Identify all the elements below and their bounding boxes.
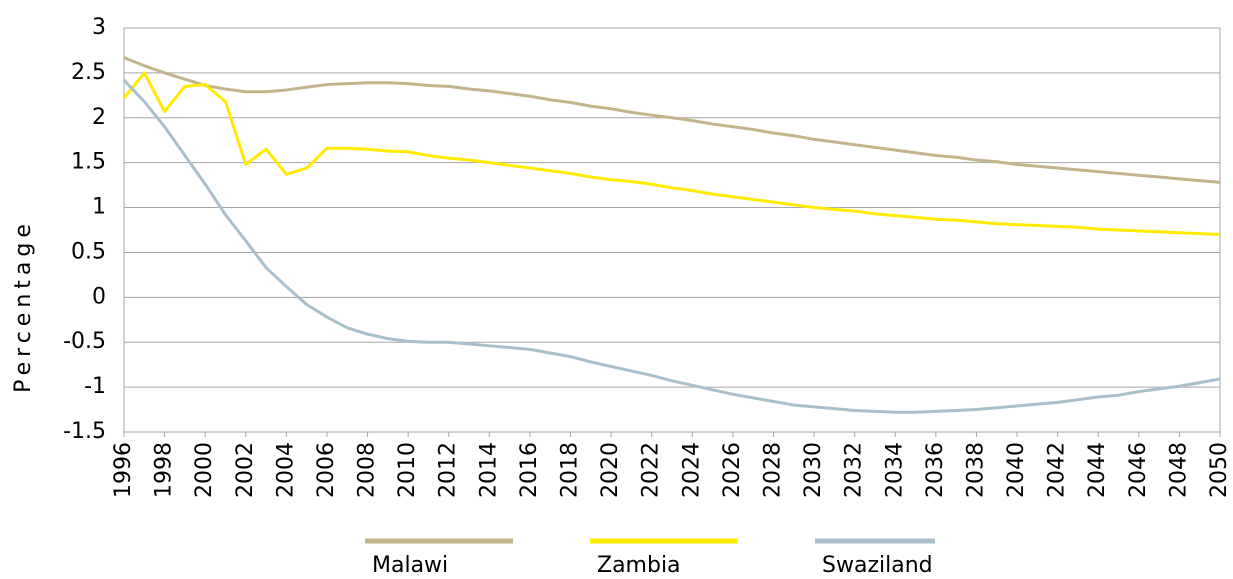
x-tick-label: 2048	[1166, 442, 1191, 498]
x-tick-label: 2012	[436, 442, 461, 498]
legend-label: Zambia	[597, 553, 681, 578]
y-tick-label: 2	[92, 105, 106, 130]
x-tick-label: 2006	[314, 442, 339, 498]
x-tick-label: 2016	[517, 442, 542, 498]
x-tick-label: 2038	[963, 442, 988, 498]
x-tick-label: 2036	[923, 442, 948, 498]
x-tick-label: 2008	[355, 442, 380, 498]
x-tick-label: 2018	[558, 442, 583, 498]
y-tick-label: 1	[92, 195, 106, 220]
x-tick-label: 2034	[882, 442, 907, 498]
series-line	[122, 79, 1221, 414]
x-tick-label: 2028	[760, 442, 785, 498]
x-tick-label: 2046	[1126, 442, 1151, 498]
x-tick-label: 2010	[395, 442, 420, 498]
x-tick-label: 1996	[111, 442, 136, 498]
x-tick-label: 2050	[1207, 442, 1232, 498]
x-tick-label: 2040	[1004, 442, 1029, 498]
x-tick-label: 2002	[233, 442, 258, 498]
x-tick-label: 2020	[598, 442, 623, 498]
y-tick-label: -0.5	[63, 329, 106, 354]
y-tick-label: -1.5	[63, 419, 106, 444]
y-axis-label: Percentage	[11, 219, 36, 393]
x-tick-label: 2024	[679, 442, 704, 498]
x-tick-label: 2042	[1045, 442, 1070, 498]
y-tick-label: 0	[92, 284, 106, 309]
y-tick-label: 1.5	[71, 150, 106, 175]
x-tick-label: 2014	[476, 442, 501, 498]
series-line	[123, 56, 1221, 184]
x-tick-label: 2004	[273, 442, 298, 498]
y-tick-label: 2.5	[71, 60, 106, 85]
x-tick-label: 2022	[639, 442, 664, 498]
series-line	[122, 71, 1221, 236]
y-tick-label: 3	[92, 15, 106, 40]
x-tick-label: 2026	[720, 442, 745, 498]
x-tick-label: 2000	[192, 442, 217, 498]
y-tick-label: 0.5	[71, 239, 106, 264]
y-tick-label: -1	[84, 374, 106, 399]
x-tick-label: 2030	[801, 442, 826, 498]
x-tick-label: 2032	[842, 442, 867, 498]
legend-label: Swaziland	[822, 553, 933, 578]
x-tick-label: 2044	[1085, 442, 1110, 498]
legend-label: Malawi	[372, 553, 448, 578]
x-tick-label: 1998	[152, 442, 177, 498]
